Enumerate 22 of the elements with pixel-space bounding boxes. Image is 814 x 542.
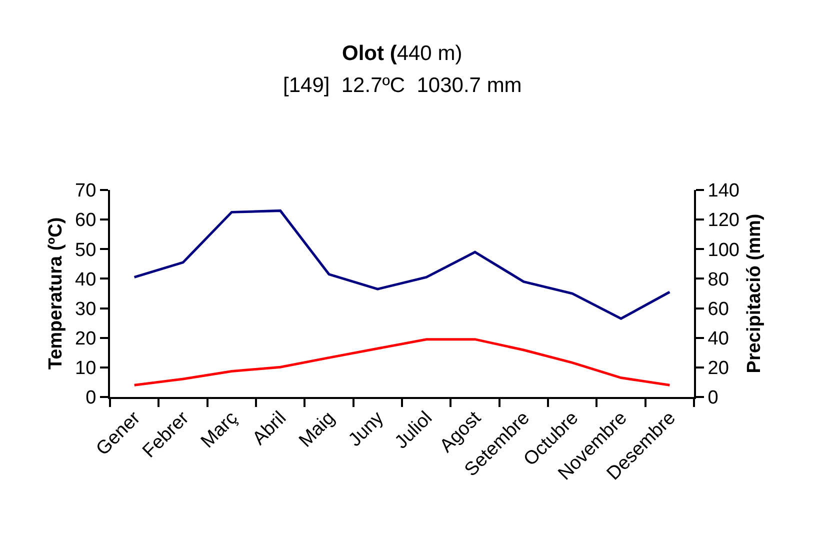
line-series xyxy=(133,338,671,386)
y-tick-label: 20 xyxy=(75,328,96,350)
y-tick-label: 70 xyxy=(75,180,96,202)
chart-title: Olot (440 m) xyxy=(342,42,462,65)
y2-tick-label: 140 xyxy=(708,180,740,202)
y-tick-label: 10 xyxy=(75,358,96,380)
y2-tick-label: 40 xyxy=(708,328,729,350)
y2-tick-label: 60 xyxy=(708,298,729,320)
y2-tick-label: 0 xyxy=(708,388,718,409)
y-tick-label: 30 xyxy=(75,298,96,320)
y2-tick-label: 100 xyxy=(708,240,740,261)
y2-tick-label: 80 xyxy=(708,269,729,290)
y-axis-title: Temperatura (ºC) xyxy=(45,217,66,370)
y-tick-label: 40 xyxy=(75,269,96,290)
chart-subtitle: [149] 12.7ºC 1030.7 mm xyxy=(283,74,522,97)
line-series xyxy=(133,209,671,320)
y2-tick-label: 120 xyxy=(708,210,740,232)
y2-axis-title: Precipitació (mm) xyxy=(744,214,765,374)
y-tick-label: 0 xyxy=(86,388,96,409)
y2-tick-label: 20 xyxy=(708,358,729,380)
y-tick-label: 60 xyxy=(75,210,96,232)
y-tick-label: 50 xyxy=(75,240,96,261)
